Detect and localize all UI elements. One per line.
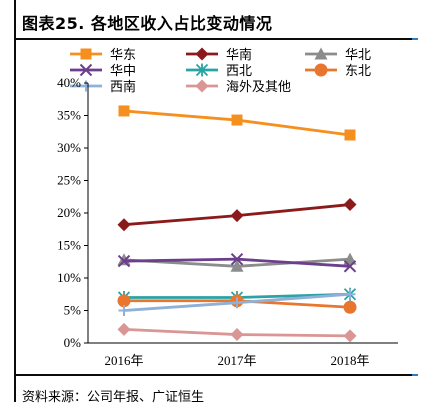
left-rule — [14, 0, 16, 402]
data-point-series-7 — [344, 288, 356, 300]
legend-swatch-marker — [195, 47, 209, 61]
axes: 0% 5% 10% 15% 20% 25% 30% 35% 40% 2016年 2017年 2018年 — [57, 75, 398, 368]
data-point-series-6 — [343, 300, 357, 314]
data-point-series-8 — [343, 329, 357, 343]
legend-label: 华南 — [226, 47, 252, 63]
legend-label: 华中 — [110, 64, 136, 79]
data-point-series-2 — [230, 209, 244, 223]
source-note: 资料来源：公司年报、广证恒生 — [22, 390, 205, 405]
data-point-series-1 — [118, 105, 130, 117]
legend-label: 西北 — [226, 64, 252, 79]
data-point-series-8 — [230, 328, 244, 342]
plot-area — [117, 105, 357, 343]
data-point-series-7 — [231, 297, 243, 309]
footer-rule — [14, 374, 418, 376]
y-tick-label: 25% — [57, 173, 81, 188]
x-tick-label: 2017年 — [217, 353, 256, 368]
data-point-series-2 — [117, 218, 131, 232]
legend-swatch-marker — [80, 80, 92, 92]
accent-tick-bottom — [412, 374, 418, 376]
legend-swatch-marker — [80, 48, 92, 60]
legend-label: 东北 — [345, 64, 371, 79]
y-tick-label: 35% — [57, 108, 81, 123]
y-tick-label: 5% — [64, 303, 82, 318]
data-point-series-4 — [117, 254, 131, 268]
title-underline — [14, 38, 418, 40]
y-tick-label: 15% — [57, 238, 81, 253]
data-point-series-4 — [230, 252, 244, 266]
data-point-series-7 — [118, 305, 130, 316]
legend-label: 华东 — [110, 48, 136, 63]
data-point-series-3 — [230, 259, 244, 272]
y-tick-label: 0% — [64, 335, 82, 350]
data-point-series-1 — [231, 114, 243, 126]
chart-title: 图表25. 各地区收入占比变动情况 — [22, 14, 273, 33]
legend-swatch-marker — [195, 79, 209, 93]
legend-swatch-marker — [314, 47, 328, 60]
y-tick-label: 20% — [57, 205, 81, 220]
x-tick-label: 2018年 — [330, 353, 369, 368]
y-tick-label: 40% — [57, 75, 81, 90]
y-tick-label: 30% — [57, 140, 81, 155]
x-tick-label: 2016年 — [104, 353, 143, 368]
legend-label: 海外及其他 — [226, 80, 291, 95]
data-point-series-8 — [117, 322, 131, 336]
legend-swatch-marker — [314, 63, 328, 77]
data-point-series-2 — [343, 198, 357, 212]
legend-label: 西南 — [110, 79, 136, 95]
legend-swatch-marker — [195, 63, 209, 77]
y-tick-label: 10% — [57, 270, 81, 285]
data-point-series-4 — [343, 260, 357, 273]
data-point-series-6 — [117, 294, 131, 308]
legend-label: 华北 — [345, 48, 371, 63]
accent-tick-top — [412, 38, 418, 40]
data-point-series-1 — [344, 129, 356, 141]
legend-swatch-marker — [79, 63, 93, 77]
